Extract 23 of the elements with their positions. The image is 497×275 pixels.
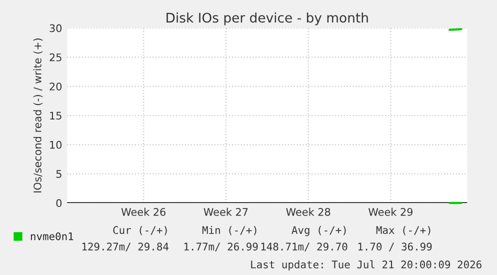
y-tick-label: 20 — [50, 82, 62, 90]
x-tick-label: Week 26 — [121, 208, 166, 216]
chart-title: Disk IOs per device - by month — [166, 12, 368, 26]
y-tick-label: 0 — [56, 199, 62, 208]
text: 129.27m/ 29.84 — [82, 242, 168, 252]
text: Cur (-/+) — [113, 226, 167, 236]
x-tick-label: Week 28 — [286, 208, 330, 216]
y-tick-label: 30 — [50, 24, 62, 32]
x-tick-label: Week 29 — [368, 208, 413, 216]
y-tick-label: 10 — [50, 140, 62, 149]
x-tick-label: Week 27 — [204, 208, 248, 216]
y-axis-title: IOs/second read (-) / write (+) — [33, 38, 43, 192]
text: 1.70 / 36.99 — [358, 242, 432, 252]
text: Min (-/+) — [202, 226, 256, 236]
y-tick-label: 25 — [50, 53, 62, 62]
text: 148.71m/ 29.70 — [261, 242, 348, 252]
text: Max (-/+) — [376, 226, 430, 236]
y-tick-label: 15 — [50, 112, 62, 120]
text: Last update: Tue Jul 21 20:00:09 2026 — [251, 260, 482, 270]
y-tick-label: 5 — [56, 170, 62, 178]
legend-label: nvme0n1 — [30, 232, 74, 240]
text: Avg (-/+) — [292, 226, 346, 236]
text: 1.77m/ 26.99 — [184, 242, 258, 252]
